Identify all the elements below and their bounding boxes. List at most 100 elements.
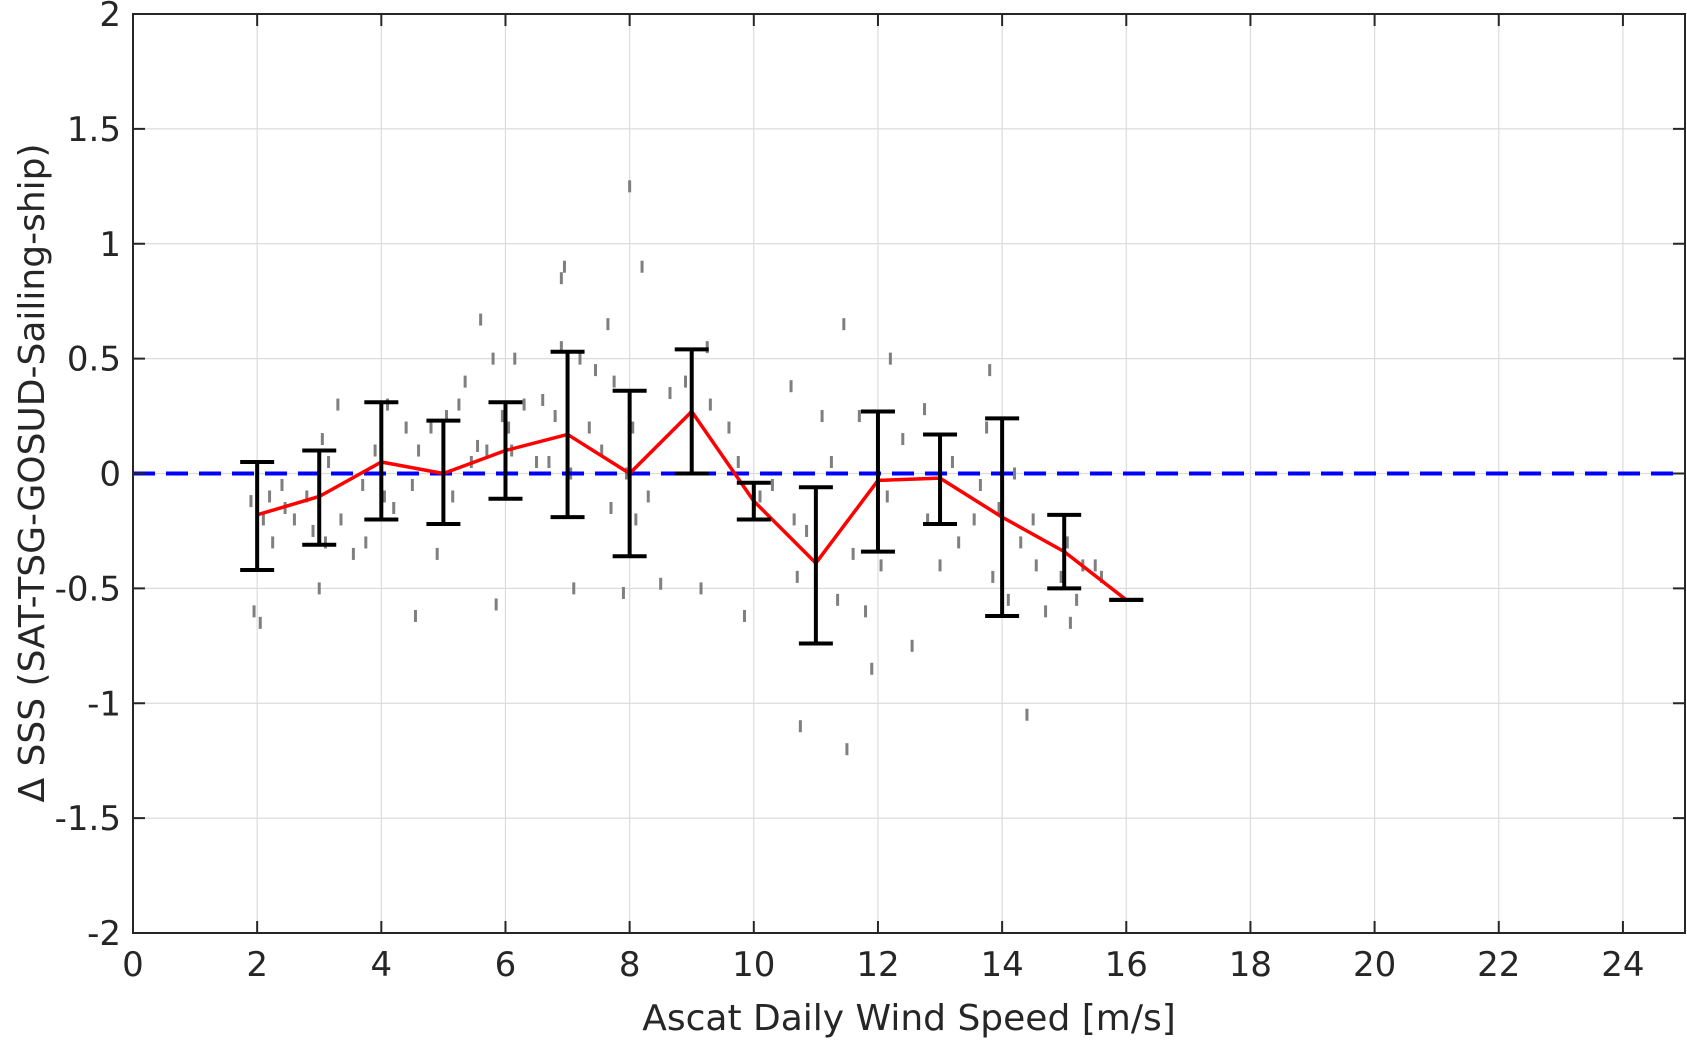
scatter-point: [435, 547, 439, 560]
scatter-point: [1099, 570, 1103, 583]
x-tick-label: 20: [1353, 945, 1396, 985]
y-tick-label: -2: [87, 914, 121, 954]
scatter-point: [541, 393, 545, 406]
scatter-point: [457, 398, 461, 411]
scatter-point: [985, 421, 989, 434]
scatter-point: [417, 444, 421, 457]
y-tick-label: 0.5: [67, 340, 121, 380]
scatter-point: [323, 536, 327, 549]
scatter-point: [997, 501, 1001, 514]
scatter-point: [798, 720, 802, 733]
y-tick-labels: -2 -1.5 -1 -0.5 0 0.5 1 1.5 2: [55, 0, 121, 954]
scatter-point: [864, 605, 868, 618]
scatter-point: [562, 260, 566, 273]
scatter-point: [885, 490, 889, 503]
scatter-point: [1031, 513, 1035, 526]
scatter-point: [1006, 593, 1010, 606]
scatter-point: [386, 398, 390, 411]
scatter-point: [451, 490, 455, 503]
scatter-point: [1059, 570, 1063, 583]
scatter-point: [485, 444, 489, 457]
x-tick-label: 6: [495, 945, 517, 985]
scatter-point: [305, 490, 309, 503]
scatter-point: [373, 444, 377, 457]
scatter-point: [258, 616, 262, 629]
scatter-point: [836, 593, 840, 606]
scatter-point: [535, 456, 539, 469]
y-tick-label: -1.5: [55, 799, 121, 839]
error-bar-series: [240, 347, 1144, 646]
scatter-point: [699, 582, 703, 595]
scatter-point: [668, 387, 672, 400]
scatter-point: [851, 547, 855, 560]
scatter-point: [988, 364, 992, 377]
x-tick-label: 22: [1477, 945, 1520, 985]
x-axis-label: Ascat Daily Wind Speed [m/s]: [642, 998, 1176, 1039]
scatter-point: [494, 598, 498, 611]
scatter-point: [500, 410, 504, 423]
x-tick-label: 18: [1229, 945, 1272, 985]
scatter-point: [609, 501, 613, 514]
scatter-point: [1068, 616, 1072, 629]
scatter-point: [1034, 559, 1038, 572]
y-tick-label: 0: [99, 455, 121, 495]
scatter-point: [758, 490, 762, 503]
y-tick-label: -1: [87, 684, 121, 724]
scatter-point: [476, 439, 480, 452]
scatter-point: [261, 513, 265, 526]
scatter-point: [559, 341, 563, 354]
scatter-point: [888, 352, 892, 365]
scatter-point: [327, 456, 331, 469]
scatter-point: [364, 536, 368, 549]
scatter-point: [1019, 536, 1023, 549]
scatter-point: [311, 524, 315, 537]
scatter-point: [572, 582, 576, 595]
scatter-point: [829, 456, 833, 469]
scatter-point: [413, 609, 417, 622]
scatter-point: [978, 478, 982, 491]
scatter-point: [901, 433, 905, 446]
scatter-point: [631, 421, 635, 434]
scatter-point: [957, 536, 961, 549]
scatter-point: [404, 421, 408, 434]
scatter-point: [789, 380, 793, 393]
scatter-point: [317, 582, 321, 595]
scatter-point: [1025, 708, 1029, 721]
scatter-point: [445, 410, 449, 423]
scatter-point: [429, 421, 433, 434]
scatter-point: [659, 577, 663, 590]
y-tick-label: 1.5: [67, 110, 121, 150]
scatter-point: [268, 490, 272, 503]
scatter-point: [1075, 593, 1079, 606]
scatter-point: [522, 398, 526, 411]
scatter-point: [252, 605, 256, 618]
scatter-point: [621, 586, 625, 599]
scatter-point: [795, 570, 799, 583]
scatter-point: [249, 495, 253, 508]
scatter-point: [382, 490, 386, 503]
scatter-point: [805, 524, 809, 537]
scatter-point: [578, 352, 582, 365]
scatter-point: [292, 513, 296, 526]
scatter-point: [612, 375, 616, 388]
scatter-point: [628, 180, 632, 193]
x-tick-label: 8: [619, 945, 641, 985]
scatter-point: [513, 352, 517, 365]
scatter-point: [705, 341, 709, 354]
scatter-point: [1044, 605, 1048, 618]
scatter-point: [857, 410, 861, 423]
scatter-point: [336, 398, 340, 411]
scatter-point: [820, 410, 824, 423]
scatter-point: [320, 433, 324, 446]
scatter-point: [727, 421, 731, 434]
scatter-point: [640, 260, 644, 273]
axis-ticks: [132, 13, 1685, 934]
scatter-point: [736, 456, 740, 469]
y-tick-label: 2: [99, 0, 121, 35]
scatter-point: [991, 570, 995, 583]
scatter-point: [938, 559, 942, 572]
scatter-point: [926, 513, 930, 526]
x-tick-label: 24: [1601, 945, 1644, 985]
scatter-point: [600, 444, 604, 457]
